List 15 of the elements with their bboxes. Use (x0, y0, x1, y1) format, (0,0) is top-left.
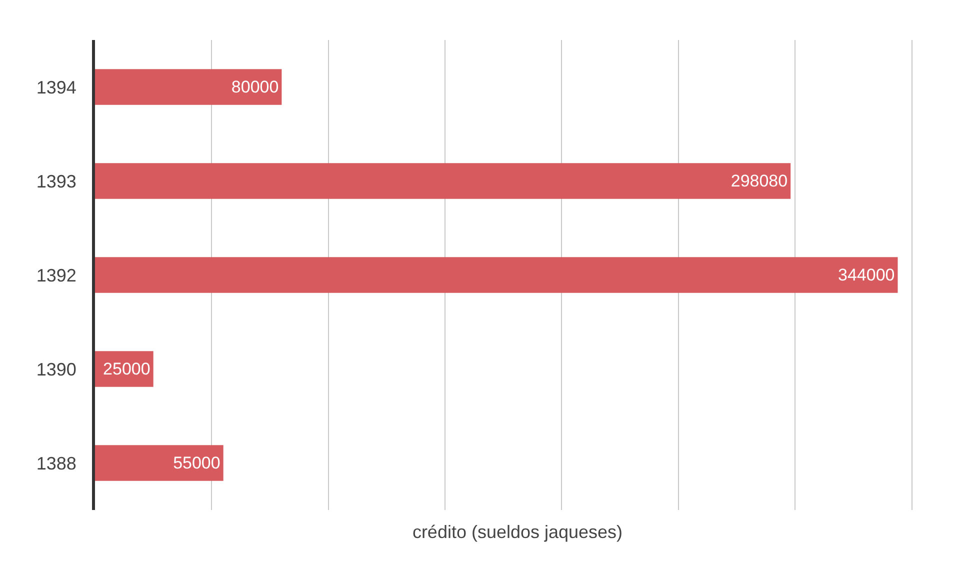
data-label: 80000 (231, 78, 279, 96)
bar (95, 445, 224, 481)
data-label: 55000 (173, 454, 220, 472)
bar (95, 257, 898, 293)
data-label: 25000 (103, 360, 150, 378)
y-tick-label: 1392 (36, 265, 76, 286)
data-label: 344000 (838, 266, 895, 284)
bar (95, 69, 282, 105)
y-tick-label: 1388 (36, 453, 76, 474)
bar (95, 163, 791, 199)
data-label: 298080 (730, 172, 788, 190)
y-tick-label: 1394 (36, 77, 76, 98)
y-tick-label: 1390 (36, 359, 76, 380)
x-axis-title: crédito (sueldos jaqueses) (412, 522, 623, 542)
y-tick-label: 1393 (36, 171, 76, 192)
